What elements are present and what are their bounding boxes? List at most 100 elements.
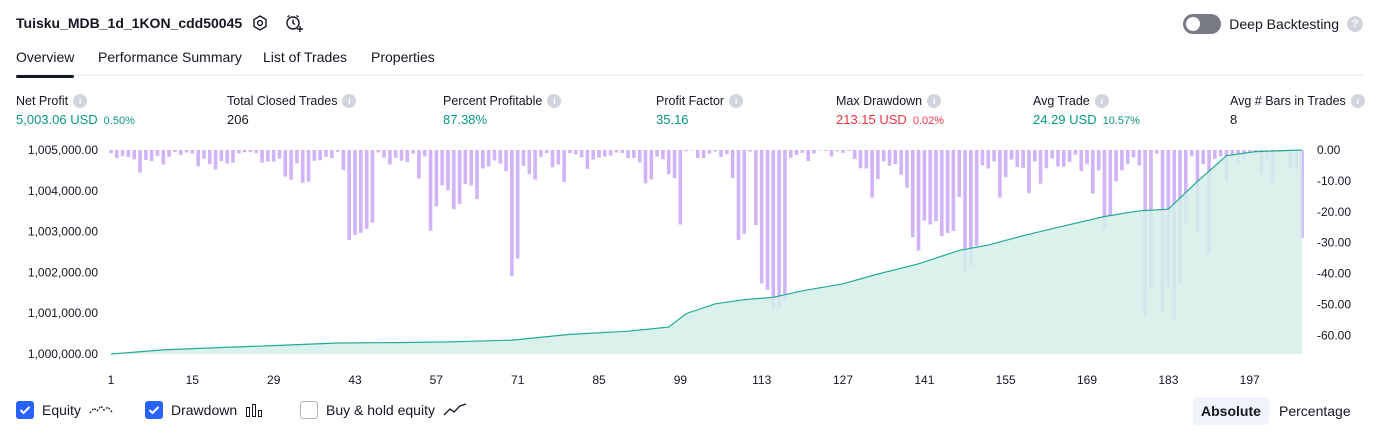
drawdown-bar: [974, 150, 979, 247]
drawdown-bar: [161, 150, 166, 165]
settings-icon[interactable]: [250, 13, 270, 33]
strategy-title: Tuisku_MDB_1d_1KON_cdd50045: [16, 15, 243, 31]
drawdown-checkbox[interactable]: [145, 401, 163, 419]
drawdown-bar: [637, 150, 642, 163]
drawdown-bar: [847, 150, 851, 151]
drawdown-bar: [1213, 150, 1217, 159]
drawdown-bar: [202, 150, 206, 159]
drawdown-bar: [858, 150, 863, 169]
drawdown-bar: [713, 150, 718, 152]
drawdown-bar: [1062, 150, 1066, 167]
drawdown-bar: [277, 150, 282, 159]
drawdown-bar: [788, 150, 793, 158]
left-axis-tick-label: 1,001,000.00: [28, 306, 98, 320]
info-icon[interactable]: i: [1094, 94, 1109, 108]
drawdown-bar: [1230, 150, 1235, 157]
drawdown-bar: [1027, 150, 1031, 194]
drawdown-bar: [359, 150, 363, 233]
drawdown-bar: [266, 150, 270, 162]
buy-hold-line-icon: [443, 403, 467, 416]
right-axis-tick-label: -10.00: [1317, 174, 1351, 188]
tab-properties[interactable]: Properties: [371, 49, 435, 65]
metric-value: 213.15 USD: [836, 112, 907, 127]
equity-checkbox[interactable]: [16, 401, 34, 419]
drawdown-bar: [544, 150, 549, 154]
drawdown-bar: [643, 150, 648, 184]
drawdown-bar: [568, 150, 572, 154]
drawdown-bar: [312, 150, 317, 161]
info-icon[interactable]: i: [927, 94, 942, 108]
legend-buy-hold-equity[interactable]: Buy & hold equity: [300, 401, 467, 419]
drawdown-bar: [730, 150, 735, 179]
tab-list-of-trades[interactable]: List of Trades: [263, 49, 348, 65]
drawdown-bar: [178, 150, 183, 155]
x-axis-tick-label: 127: [833, 373, 853, 387]
metric-value: 87.38%: [443, 112, 488, 127]
deep-backtesting-toggle[interactable]: [1183, 14, 1222, 34]
right-axis-tick-label: -40.00: [1317, 267, 1351, 281]
drawdown-bar: [893, 150, 898, 165]
x-axis-tick-label: 71: [511, 373, 525, 387]
x-axis-tick-label: 1: [108, 373, 115, 387]
drawdown-bar: [922, 150, 927, 221]
buy-hold-checkbox[interactable]: [300, 401, 318, 419]
metric-avg-trade: Avg Trade i 24.29 USD 10.57%: [1033, 92, 1140, 127]
equity-line: [110, 149, 1303, 355]
drawdown-bar: [504, 150, 508, 172]
info-icon[interactable]: i: [547, 94, 562, 108]
drawdown-bar: [800, 150, 805, 153]
info-icon[interactable]: i: [1350, 94, 1365, 108]
x-axis-tick-label: 141: [914, 373, 934, 387]
drawdown-bar: [986, 150, 991, 169]
info-icon[interactable]: i: [342, 94, 357, 108]
legend-drawdown[interactable]: Drawdown: [145, 401, 265, 419]
x-axis-tick-label: 113: [752, 373, 771, 387]
metrics-row: Net Profit i 5,003.06 USD 0.50% Total Clos…: [0, 92, 1379, 132]
left-axis-tick-label: 1,002,000.00: [28, 265, 98, 279]
drawdown-bar: [434, 150, 439, 207]
drawdown-bar: [719, 150, 723, 157]
left-axis-tick-label: 1,004,000.00: [28, 184, 98, 198]
equity-line-icon: [89, 405, 113, 414]
legend-equity-label: Equity: [42, 402, 81, 418]
drawdown-bar: [870, 150, 874, 198]
drawdown-bar: [806, 150, 810, 162]
metric-percent: 0.02%: [912, 115, 945, 127]
drawdown-bar: [498, 150, 503, 164]
drawdown-bar: [237, 150, 241, 154]
help-icon[interactable]: ?: [1347, 16, 1363, 32]
tab-performance-summary[interactable]: Performance Summary: [98, 49, 242, 65]
drawdown-bar: [1131, 150, 1136, 158]
drawdown-bar: [928, 150, 932, 225]
drawdown-bar: [736, 150, 741, 240]
info-icon[interactable]: i: [73, 94, 88, 108]
drawdown-bar: [969, 150, 973, 266]
right-axis-tick-label: 0.00: [1317, 143, 1341, 157]
deep-backtesting-label: Deep Backtesting: [1229, 16, 1339, 32]
drawdown-bar: [783, 150, 787, 302]
drawdown-bar: [1137, 150, 1142, 166]
drawdown-bar: [382, 150, 386, 158]
metric-label: Net Profit: [16, 94, 69, 108]
drawdown-bar: [1218, 150, 1223, 157]
percentage-button[interactable]: Percentage: [1279, 403, 1351, 419]
add-alert-icon[interactable]: [284, 13, 304, 33]
drawdown-bar: [829, 150, 834, 157]
drawdown-bar: [190, 150, 195, 154]
drawdown-bar: [300, 150, 305, 183]
metric-percent-profitable: Percent Profitable i 87.38%: [443, 92, 562, 127]
left-axis-tick-label: 1,000,000.00: [28, 347, 98, 361]
right-axis-tick-label: -20.00: [1317, 205, 1351, 219]
legend-equity[interactable]: Equity: [16, 401, 113, 419]
drawdown-bar: [155, 150, 160, 156]
drawdown-bar: [335, 150, 340, 152]
drawdown-bar: [794, 150, 799, 155]
tab-overview[interactable]: Overview: [16, 49, 75, 78]
metric-net-profit: Net Profit i 5,003.06 USD 0.50%: [16, 92, 135, 127]
drawdown-bar: [213, 150, 218, 170]
info-icon[interactable]: i: [729, 94, 744, 108]
drawdown-bar: [1091, 150, 1095, 194]
absolute-button[interactable]: Absolute: [1193, 397, 1269, 425]
drawdown-bar: [242, 150, 247, 153]
drawdown-bar: [562, 150, 566, 182]
